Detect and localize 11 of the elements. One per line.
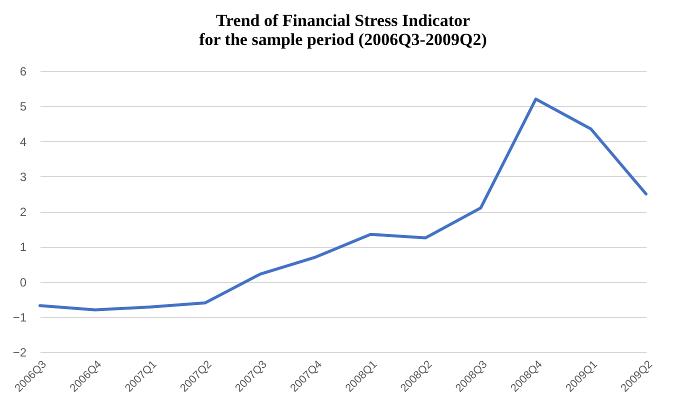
y-tick-label: −1 (12, 310, 27, 324)
y-tick-label: 2 (20, 205, 27, 219)
y-tick-label: 3 (20, 170, 27, 184)
y-tick-label: 1 (20, 240, 27, 254)
y-tick-label: 6 (20, 64, 27, 78)
chart-title: Trend of Financial Stress Indicator for the sample period (2006Q3-2009Q2) (199, 11, 487, 49)
y-tick-label: −2 (12, 346, 27, 360)
y-tick-label: 0 (20, 275, 27, 290)
line-series (38, 98, 648, 312)
y-tick-label: 5 (20, 100, 27, 114)
y-tick-label: 4 (20, 134, 27, 149)
